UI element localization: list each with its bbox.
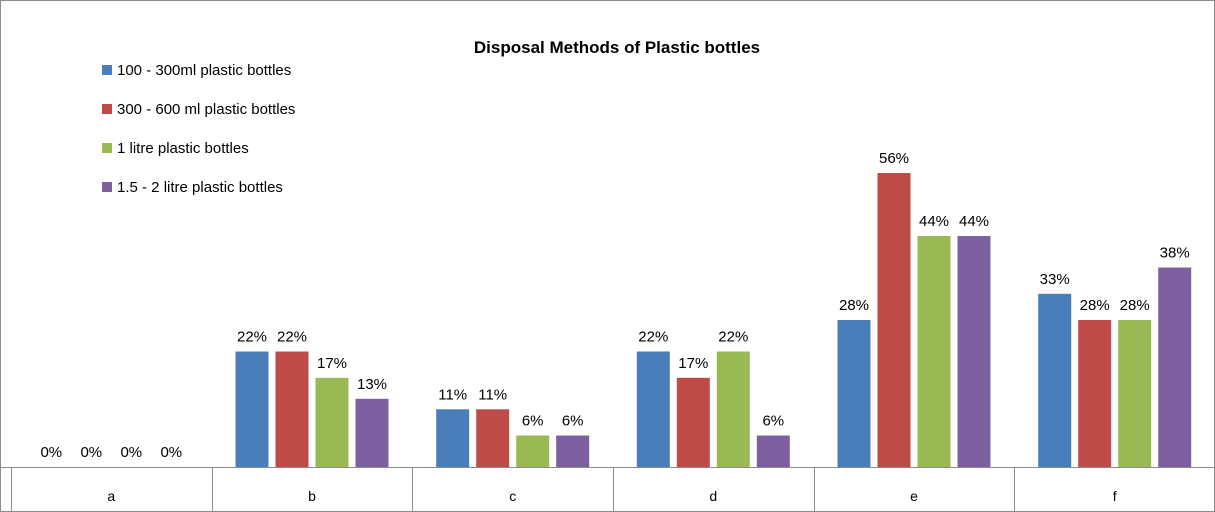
bar-b-series-4 — [355, 398, 389, 468]
x-tick-label-a: a — [107, 488, 115, 504]
bar-d-series-4 — [756, 435, 790, 467]
data-label-f-series-3: 28% — [1120, 297, 1150, 314]
x-tick-label-f: f — [1113, 488, 1117, 504]
bar-b-series-3 — [315, 377, 349, 468]
legend-swatch-series-2 — [102, 104, 112, 114]
legend-swatch-series-1 — [102, 65, 112, 75]
bar-c-series-4 — [556, 435, 590, 467]
category-separators — [11, 467, 1015, 512]
bar-d-series-2 — [676, 377, 710, 468]
legend-swatch-series-3 — [102, 143, 112, 153]
bar-e-series-2 — [877, 173, 911, 467]
data-label-a-series-4: 0% — [160, 444, 182, 461]
data-label-a-series-1: 0% — [40, 444, 62, 461]
chart-title: Disposal Methods of Plastic bottles — [474, 38, 760, 57]
bar-b-series-1 — [235, 351, 269, 467]
data-label-b-series-3: 17% — [317, 355, 347, 372]
legend-label-series-1: 100 - 300ml plastic bottles — [117, 62, 291, 79]
x-tick-label-b: b — [308, 488, 316, 504]
data-label-e-series-2: 56% — [879, 150, 909, 167]
data-label-d-series-1: 22% — [638, 329, 668, 346]
bar-c-series-1 — [436, 409, 470, 468]
bar-f-series-3 — [1118, 320, 1152, 467]
data-label-f-series-4: 38% — [1160, 245, 1190, 262]
x-tick-label-d: d — [709, 488, 717, 504]
bar-e-series-4 — [957, 236, 991, 467]
data-label-d-series-4: 6% — [762, 413, 784, 430]
data-label-b-series-4: 13% — [357, 376, 387, 393]
data-label-f-series-2: 28% — [1080, 297, 1110, 314]
bar-f-series-4 — [1158, 267, 1192, 467]
data-label-e-series-1: 28% — [839, 297, 869, 314]
data-labels: 0% 0% 0% 0% 22% 22% 17% 13% 11% 11% 6% 6% 22% 17% 22% 6… — [40, 150, 1189, 461]
bar-f-series-2 — [1078, 320, 1112, 467]
data-label-a-series-3: 0% — [120, 444, 142, 461]
bar-f-series-1 — [1038, 293, 1072, 468]
legend-label-series-2: 300 - 600 ml plastic bottles — [117, 101, 295, 118]
data-label-c-series-4: 6% — [562, 413, 584, 430]
data-label-a-series-2: 0% — [80, 444, 102, 461]
data-label-b-series-2: 22% — [277, 329, 307, 346]
data-label-b-series-1: 22% — [237, 329, 267, 346]
data-label-d-series-3: 22% — [718, 329, 748, 346]
data-label-e-series-3: 44% — [919, 213, 949, 230]
legend-swatch-series-4 — [102, 182, 112, 192]
data-label-c-series-3: 6% — [522, 413, 544, 430]
bar-c-series-2 — [476, 409, 510, 468]
data-label-e-series-4: 44% — [959, 213, 989, 230]
data-label-d-series-2: 17% — [678, 355, 708, 372]
bar-e-series-1 — [837, 320, 871, 467]
x-tick-label-e: e — [910, 488, 918, 504]
data-label-c-series-2: 11% — [478, 386, 507, 403]
bar-d-series-1 — [636, 351, 670, 467]
legend: 100 - 300ml plastic bottles 300 - 600 ml … — [102, 62, 295, 196]
bar-e-series-3 — [917, 236, 951, 467]
data-label-f-series-1: 33% — [1040, 271, 1070, 288]
plot-bars — [235, 173, 1192, 468]
x-tick-label-c: c — [509, 488, 516, 504]
data-label-c-series-1: 11% — [438, 386, 467, 403]
bar-d-series-3 — [716, 351, 750, 467]
bar-c-series-3 — [516, 435, 550, 467]
legend-label-series-4: 1.5 - 2 litre plastic bottles — [117, 179, 283, 196]
legend-label-series-3: 1 litre plastic bottles — [117, 140, 249, 157]
x-axis-tick-labels: a b c d e f — [107, 488, 1116, 504]
bar-b-series-2 — [275, 351, 309, 467]
